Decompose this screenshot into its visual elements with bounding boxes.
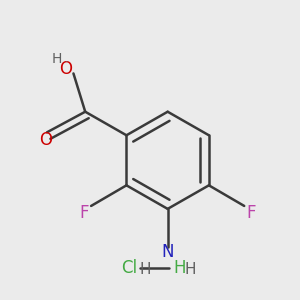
Text: H: H	[140, 262, 151, 277]
Text: O: O	[60, 60, 73, 78]
Text: F: F	[79, 204, 88, 222]
Text: N: N	[161, 243, 174, 261]
Text: Cl: Cl	[121, 259, 137, 277]
Text: F: F	[247, 204, 256, 222]
Text: H: H	[52, 52, 62, 66]
Text: H: H	[184, 262, 196, 277]
Text: ·: ·	[64, 57, 68, 67]
Text: H: H	[173, 259, 186, 277]
Text: O: O	[39, 131, 52, 149]
